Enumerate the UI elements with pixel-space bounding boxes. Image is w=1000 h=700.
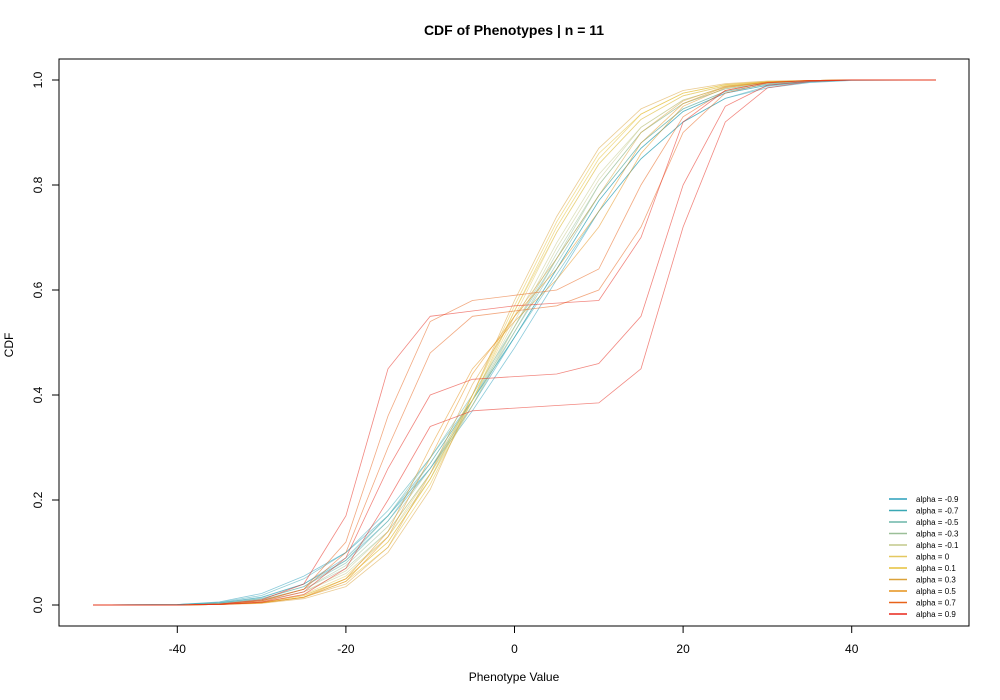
series-line-1-0 (92, 79, 936, 606)
y-tick-label: 0.2 (31, 491, 45, 508)
series-curves (92, 79, 937, 606)
x-axis: -40 -20 0 20 40 (169, 626, 859, 656)
legend-label: alpha = 0.3 (916, 576, 956, 585)
legend-label: alpha = -0.3 (916, 530, 959, 539)
chart-title: CDF of Phenotypes | n = 11 (424, 22, 604, 38)
series-line-3-1 (93, 79, 936, 606)
series-line-8-0 (93, 79, 936, 606)
y-tick-label: 0.4 (31, 386, 45, 403)
y-tick-label: 1.0 (31, 71, 45, 88)
legend-label: alpha = -0.9 (916, 495, 959, 504)
series-line-4-1 (93, 79, 936, 606)
series-line-2-1 (93, 79, 936, 606)
series-line-0-0 (92, 79, 937, 606)
legend-label: alpha = 0.5 (916, 587, 956, 596)
legend-label: alpha = 0 (916, 553, 950, 562)
series-line-6-1 (93, 79, 936, 606)
series-line-4-0 (93, 79, 936, 606)
x-tick-label: -40 (169, 642, 187, 656)
series-line-9-1 (93, 79, 936, 606)
series-line-10-2 (93, 79, 936, 606)
series-line-0-1 (92, 79, 936, 606)
series-line-1-1 (92, 79, 936, 606)
x-tick-label: 40 (845, 642, 859, 656)
series-line-9-0 (93, 79, 936, 606)
series-line-7-0 (93, 79, 936, 606)
series-line-5-0 (93, 79, 936, 606)
series-line-3-0 (93, 79, 936, 606)
series-line-2-0 (93, 79, 936, 606)
legend-label: alpha = 0.9 (916, 610, 956, 619)
y-axis: 0.0 0.2 0.4 0.6 0.8 1.0 (31, 71, 59, 613)
y-tick-label: 0.6 (31, 281, 45, 298)
legend-label: alpha = -0.5 (916, 518, 959, 527)
y-tick-label: 0.8 (31, 176, 45, 193)
y-tick-label: 0.0 (31, 596, 45, 613)
series-line-7-1 (93, 79, 936, 606)
series-line-10-1 (93, 79, 936, 606)
legend: alpha = -0.9 alpha = -0.7 alpha = -0.5 alph… (889, 495, 959, 619)
x-tick-label: -20 (337, 642, 355, 656)
x-axis-label: Phenotype Value (469, 670, 560, 684)
x-tick-label: 20 (676, 642, 690, 656)
legend-label: alpha = 0.1 (916, 564, 956, 573)
legend-label: alpha = -0.1 (916, 541, 959, 550)
legend-label: alpha = -0.7 (916, 507, 959, 516)
series-line-10-0 (93, 79, 936, 606)
legend-label: alpha = 0.7 (916, 599, 956, 608)
series-line-5-1 (93, 79, 936, 606)
series-line-8-1 (93, 79, 936, 606)
plot-frame (58, 58, 970, 627)
y-axis-label: CDF (2, 333, 16, 358)
series-line-6-0 (93, 79, 936, 606)
x-tick-label: 0 (511, 642, 518, 656)
